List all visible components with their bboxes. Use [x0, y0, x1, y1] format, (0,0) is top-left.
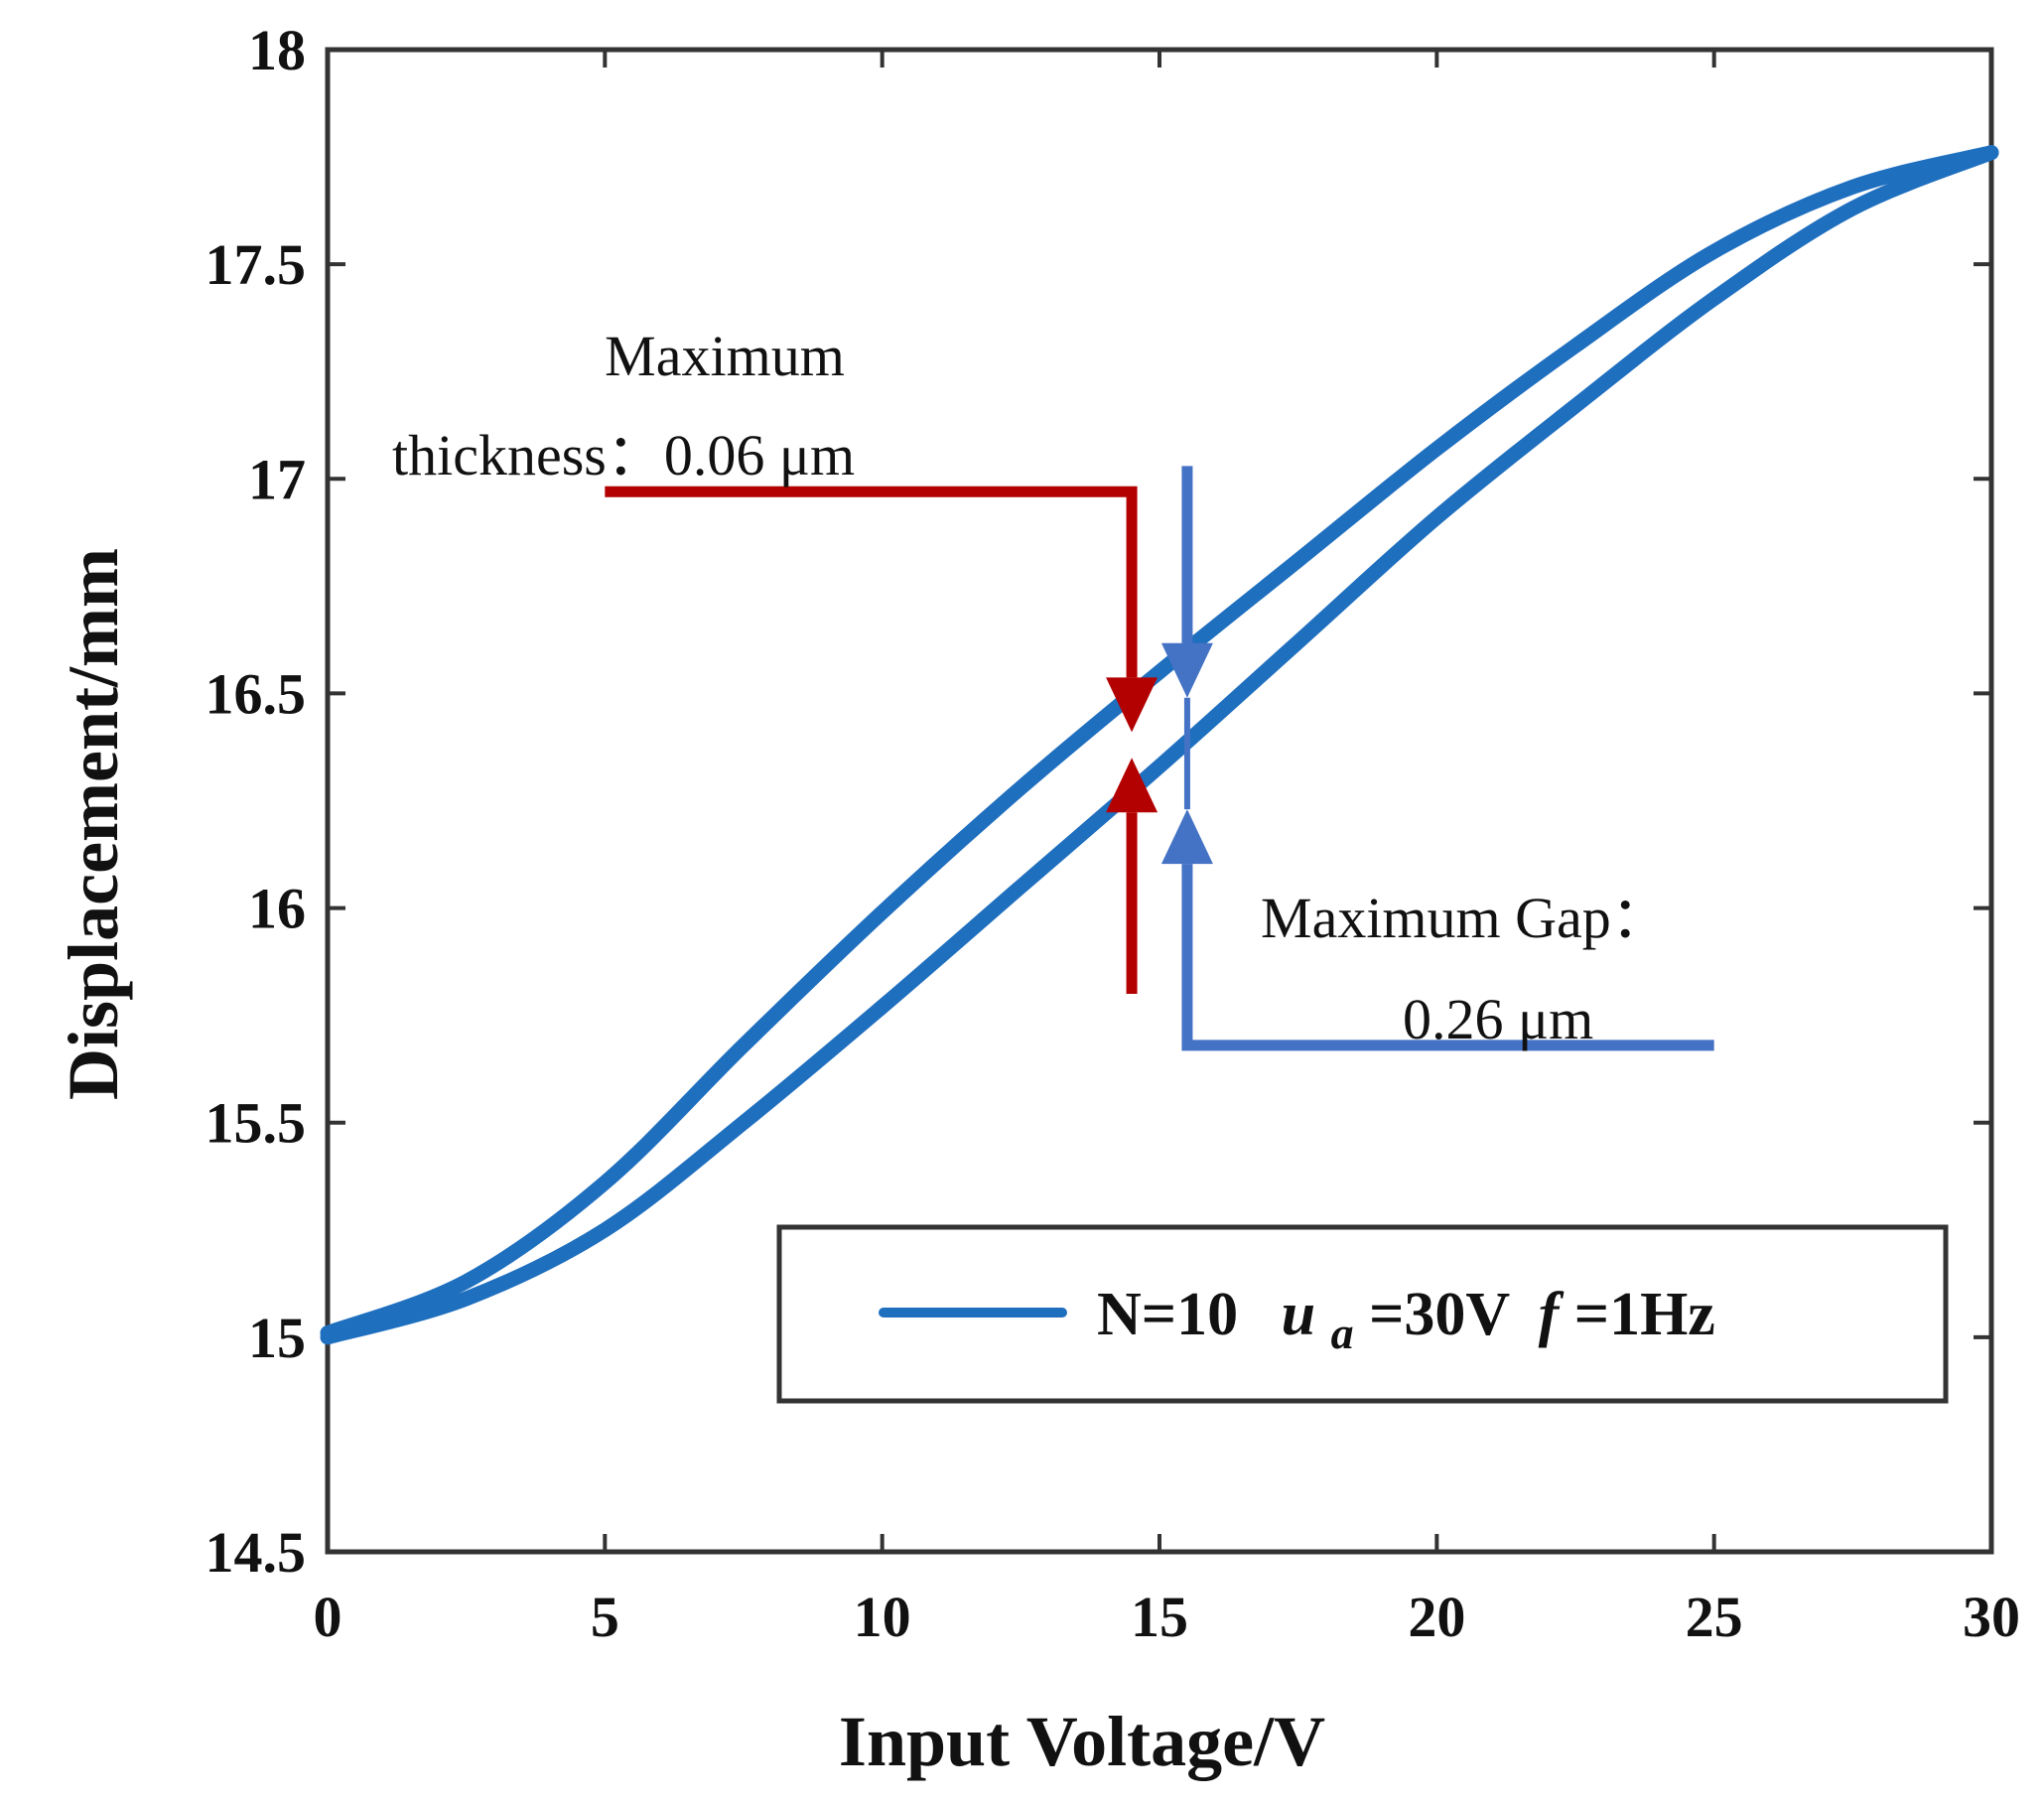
series-0-descending-curve: [320, 145, 1999, 1340]
y-tick-label-1: 15: [248, 1306, 306, 1370]
gap-leader-line: [1181, 864, 1714, 1051]
legend-u-symbol: u: [1282, 1281, 1315, 1348]
x-tick-label-2: 10: [854, 1585, 911, 1649]
y-tick-label-2: 15.5: [205, 1091, 307, 1156]
series-0-ascending-curve: [320, 145, 1999, 1345]
x-tick-label-1: 5: [591, 1585, 619, 1649]
thickness-arrow-bottom: [1106, 758, 1158, 813]
gap-label-line1: Maximum Gap：: [1261, 886, 1669, 950]
y-tick-label-0: 14.5: [205, 1520, 307, 1585]
x-tick-label-6: 30: [1963, 1585, 2020, 1649]
x-tick-label-0: 0: [314, 1585, 342, 1649]
thickness-label-line1: Maximum: [605, 324, 845, 388]
x-tick-label-3: 15: [1131, 1585, 1188, 1649]
legend-f-symbol: f: [1539, 1281, 1565, 1348]
legend-u-value: =30V: [1369, 1281, 1510, 1348]
gap-arrow-bottom: [1160, 809, 1213, 865]
x-tick-label-4: 20: [1408, 1585, 1465, 1649]
y-tick-label-6: 17.5: [205, 232, 307, 297]
legend-u-sub: a: [1331, 1308, 1354, 1358]
thickness-leader-line: [605, 486, 1138, 678]
gap-label-line2: 0.26 μm: [1403, 987, 1593, 1051]
legend-label: N=10 u a =30V f =1Hz: [1097, 1281, 1715, 1362]
y-tick-label-5: 17: [248, 447, 306, 511]
y-axis-title: Displacement/mm: [54, 548, 133, 1100]
annotations-group: [605, 466, 1714, 1051]
legend: N=10 u a =30V f =1Hz: [776, 1224, 1949, 1404]
series-group: [320, 145, 1999, 1345]
y-tick-label-7: 18: [248, 18, 306, 82]
gap-arrow-top: [1160, 642, 1213, 698]
thickness-arrow-top: [1106, 677, 1158, 733]
thickness-label-line2: thickness：0.06 μm: [392, 423, 855, 487]
legend-f-value: =1Hz: [1574, 1281, 1715, 1348]
x-axis-ticks: 0 5 10 15 20 25 30: [314, 50, 2020, 1649]
y-axis-ticks: 14.5 15 15.5 16 16.5 17 17.5 18: [205, 18, 1991, 1585]
y-tick-label-3: 16: [248, 877, 306, 941]
x-tick-label-5: 25: [1686, 1585, 1743, 1649]
legend-prefix: N=10: [1097, 1281, 1238, 1348]
x-axis-title: Input Voltage/V: [839, 1702, 1325, 1781]
y-tick-label-4: 16.5: [205, 661, 307, 726]
